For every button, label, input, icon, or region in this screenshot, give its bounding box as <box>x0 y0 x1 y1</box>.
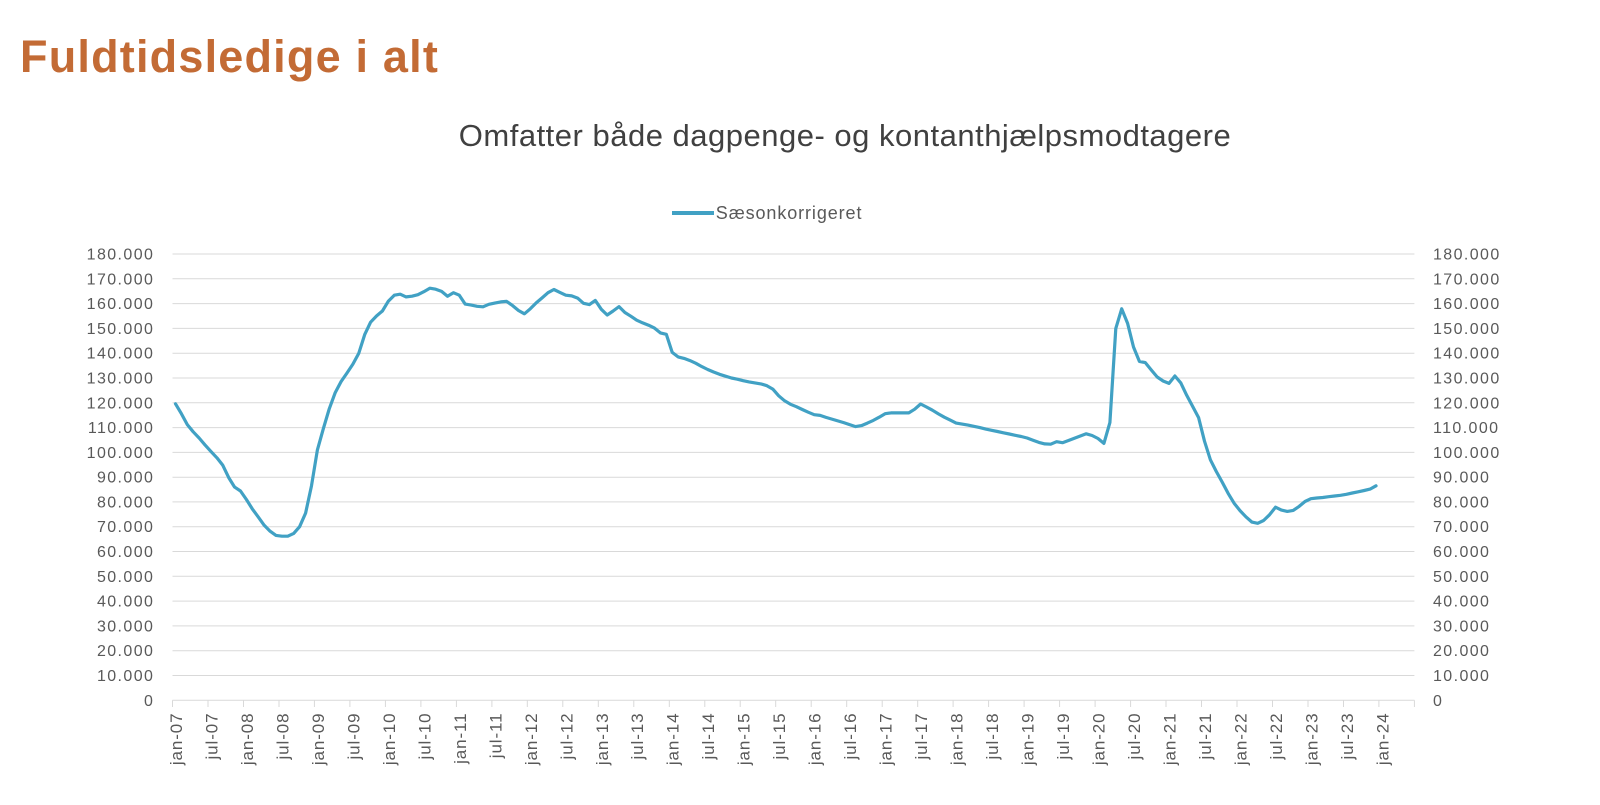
svg-text:jan-13: jan-13 <box>593 713 612 767</box>
svg-text:30.000: 30.000 <box>1433 618 1490 635</box>
svg-text:0: 0 <box>144 693 154 710</box>
svg-text:80.000: 80.000 <box>97 494 154 511</box>
svg-text:jan-18: jan-18 <box>948 713 967 767</box>
svg-text:120.000: 120.000 <box>1433 395 1501 412</box>
svg-text:50.000: 50.000 <box>97 569 154 586</box>
svg-text:40.000: 40.000 <box>1433 594 1490 611</box>
svg-text:100.000: 100.000 <box>1433 445 1501 462</box>
svg-text:jan-08: jan-08 <box>238 713 257 767</box>
svg-text:jan-23: jan-23 <box>1302 713 1321 767</box>
svg-text:10.000: 10.000 <box>1433 668 1490 685</box>
svg-text:Fuldtidsledige i alt: Fuldtidsledige i alt <box>20 31 439 82</box>
svg-text:jan-17: jan-17 <box>877 713 896 767</box>
svg-text:jul-10: jul-10 <box>415 713 434 761</box>
svg-text:jan-19: jan-19 <box>1019 713 1038 767</box>
svg-text:30.000: 30.000 <box>97 618 154 635</box>
svg-text:jul-12: jul-12 <box>557 713 576 761</box>
svg-text:Sæsonkorrigeret: Sæsonkorrigeret <box>716 203 863 223</box>
svg-text:130.000: 130.000 <box>87 371 155 388</box>
svg-text:130.000: 130.000 <box>1433 371 1501 388</box>
svg-text:jan-11: jan-11 <box>451 713 470 765</box>
svg-text:100.000: 100.000 <box>87 445 155 462</box>
svg-text:jan-20: jan-20 <box>1090 713 1109 767</box>
svg-text:50.000: 50.000 <box>1433 569 1490 586</box>
svg-text:140.000: 140.000 <box>1433 346 1501 363</box>
svg-text:70.000: 70.000 <box>1433 519 1490 536</box>
svg-text:180.000: 180.000 <box>87 247 155 264</box>
svg-text:jul-17: jul-17 <box>912 713 931 761</box>
svg-text:160.000: 160.000 <box>1433 296 1501 313</box>
svg-text:jul-09: jul-09 <box>344 713 363 761</box>
svg-text:70.000: 70.000 <box>97 519 154 536</box>
svg-text:60.000: 60.000 <box>1433 544 1490 561</box>
svg-text:jan-24: jan-24 <box>1373 713 1392 767</box>
svg-text:jul-13: jul-13 <box>628 713 647 761</box>
svg-text:10.000: 10.000 <box>97 668 154 685</box>
svg-text:jan-09: jan-09 <box>309 713 328 767</box>
svg-text:90.000: 90.000 <box>1433 470 1490 487</box>
svg-text:170.000: 170.000 <box>1433 271 1501 288</box>
svg-text:80.000: 80.000 <box>1433 494 1490 511</box>
svg-text:jul-22: jul-22 <box>1267 713 1286 761</box>
svg-text:jan-10: jan-10 <box>380 713 399 767</box>
svg-text:150.000: 150.000 <box>1433 321 1501 338</box>
svg-text:20.000: 20.000 <box>97 643 154 660</box>
svg-text:jul-20: jul-20 <box>1125 713 1144 761</box>
svg-text:40.000: 40.000 <box>97 594 154 611</box>
svg-text:140.000: 140.000 <box>87 346 155 363</box>
svg-text:0: 0 <box>1433 693 1443 710</box>
svg-text:jul-11: jul-11 <box>486 713 505 760</box>
svg-text:60.000: 60.000 <box>97 544 154 561</box>
svg-text:90.000: 90.000 <box>97 470 154 487</box>
svg-text:jan-22: jan-22 <box>1232 713 1251 767</box>
svg-text:jul-23: jul-23 <box>1338 713 1357 761</box>
svg-text:110.000: 110.000 <box>1433 420 1499 437</box>
svg-text:jan-21: jan-21 <box>1161 713 1180 767</box>
svg-text:jul-16: jul-16 <box>841 713 860 761</box>
svg-text:jul-19: jul-19 <box>1054 713 1073 761</box>
svg-text:jul-08: jul-08 <box>273 713 292 761</box>
svg-text:jan-15: jan-15 <box>735 713 754 767</box>
svg-text:jul-18: jul-18 <box>983 713 1002 761</box>
svg-text:160.000: 160.000 <box>87 296 155 313</box>
svg-text:jul-21: jul-21 <box>1196 713 1215 761</box>
svg-text:jan-12: jan-12 <box>522 713 541 767</box>
svg-text:jul-15: jul-15 <box>770 713 789 761</box>
svg-text:jul-07: jul-07 <box>202 713 221 761</box>
svg-text:110.000: 110.000 <box>88 420 154 437</box>
svg-text:150.000: 150.000 <box>87 321 155 338</box>
svg-text:jul-14: jul-14 <box>699 713 718 761</box>
svg-text:170.000: 170.000 <box>87 271 155 288</box>
svg-text:jan-14: jan-14 <box>664 713 683 767</box>
svg-text:20.000: 20.000 <box>1433 643 1490 660</box>
svg-text:jan-16: jan-16 <box>806 713 825 767</box>
svg-text:180.000: 180.000 <box>1433 247 1501 264</box>
svg-text:120.000: 120.000 <box>87 395 155 412</box>
svg-text:jan-07: jan-07 <box>167 713 186 767</box>
svg-text:Omfatter både dagpenge- og kon: Omfatter både dagpenge- og kontanthjælps… <box>459 118 1231 153</box>
